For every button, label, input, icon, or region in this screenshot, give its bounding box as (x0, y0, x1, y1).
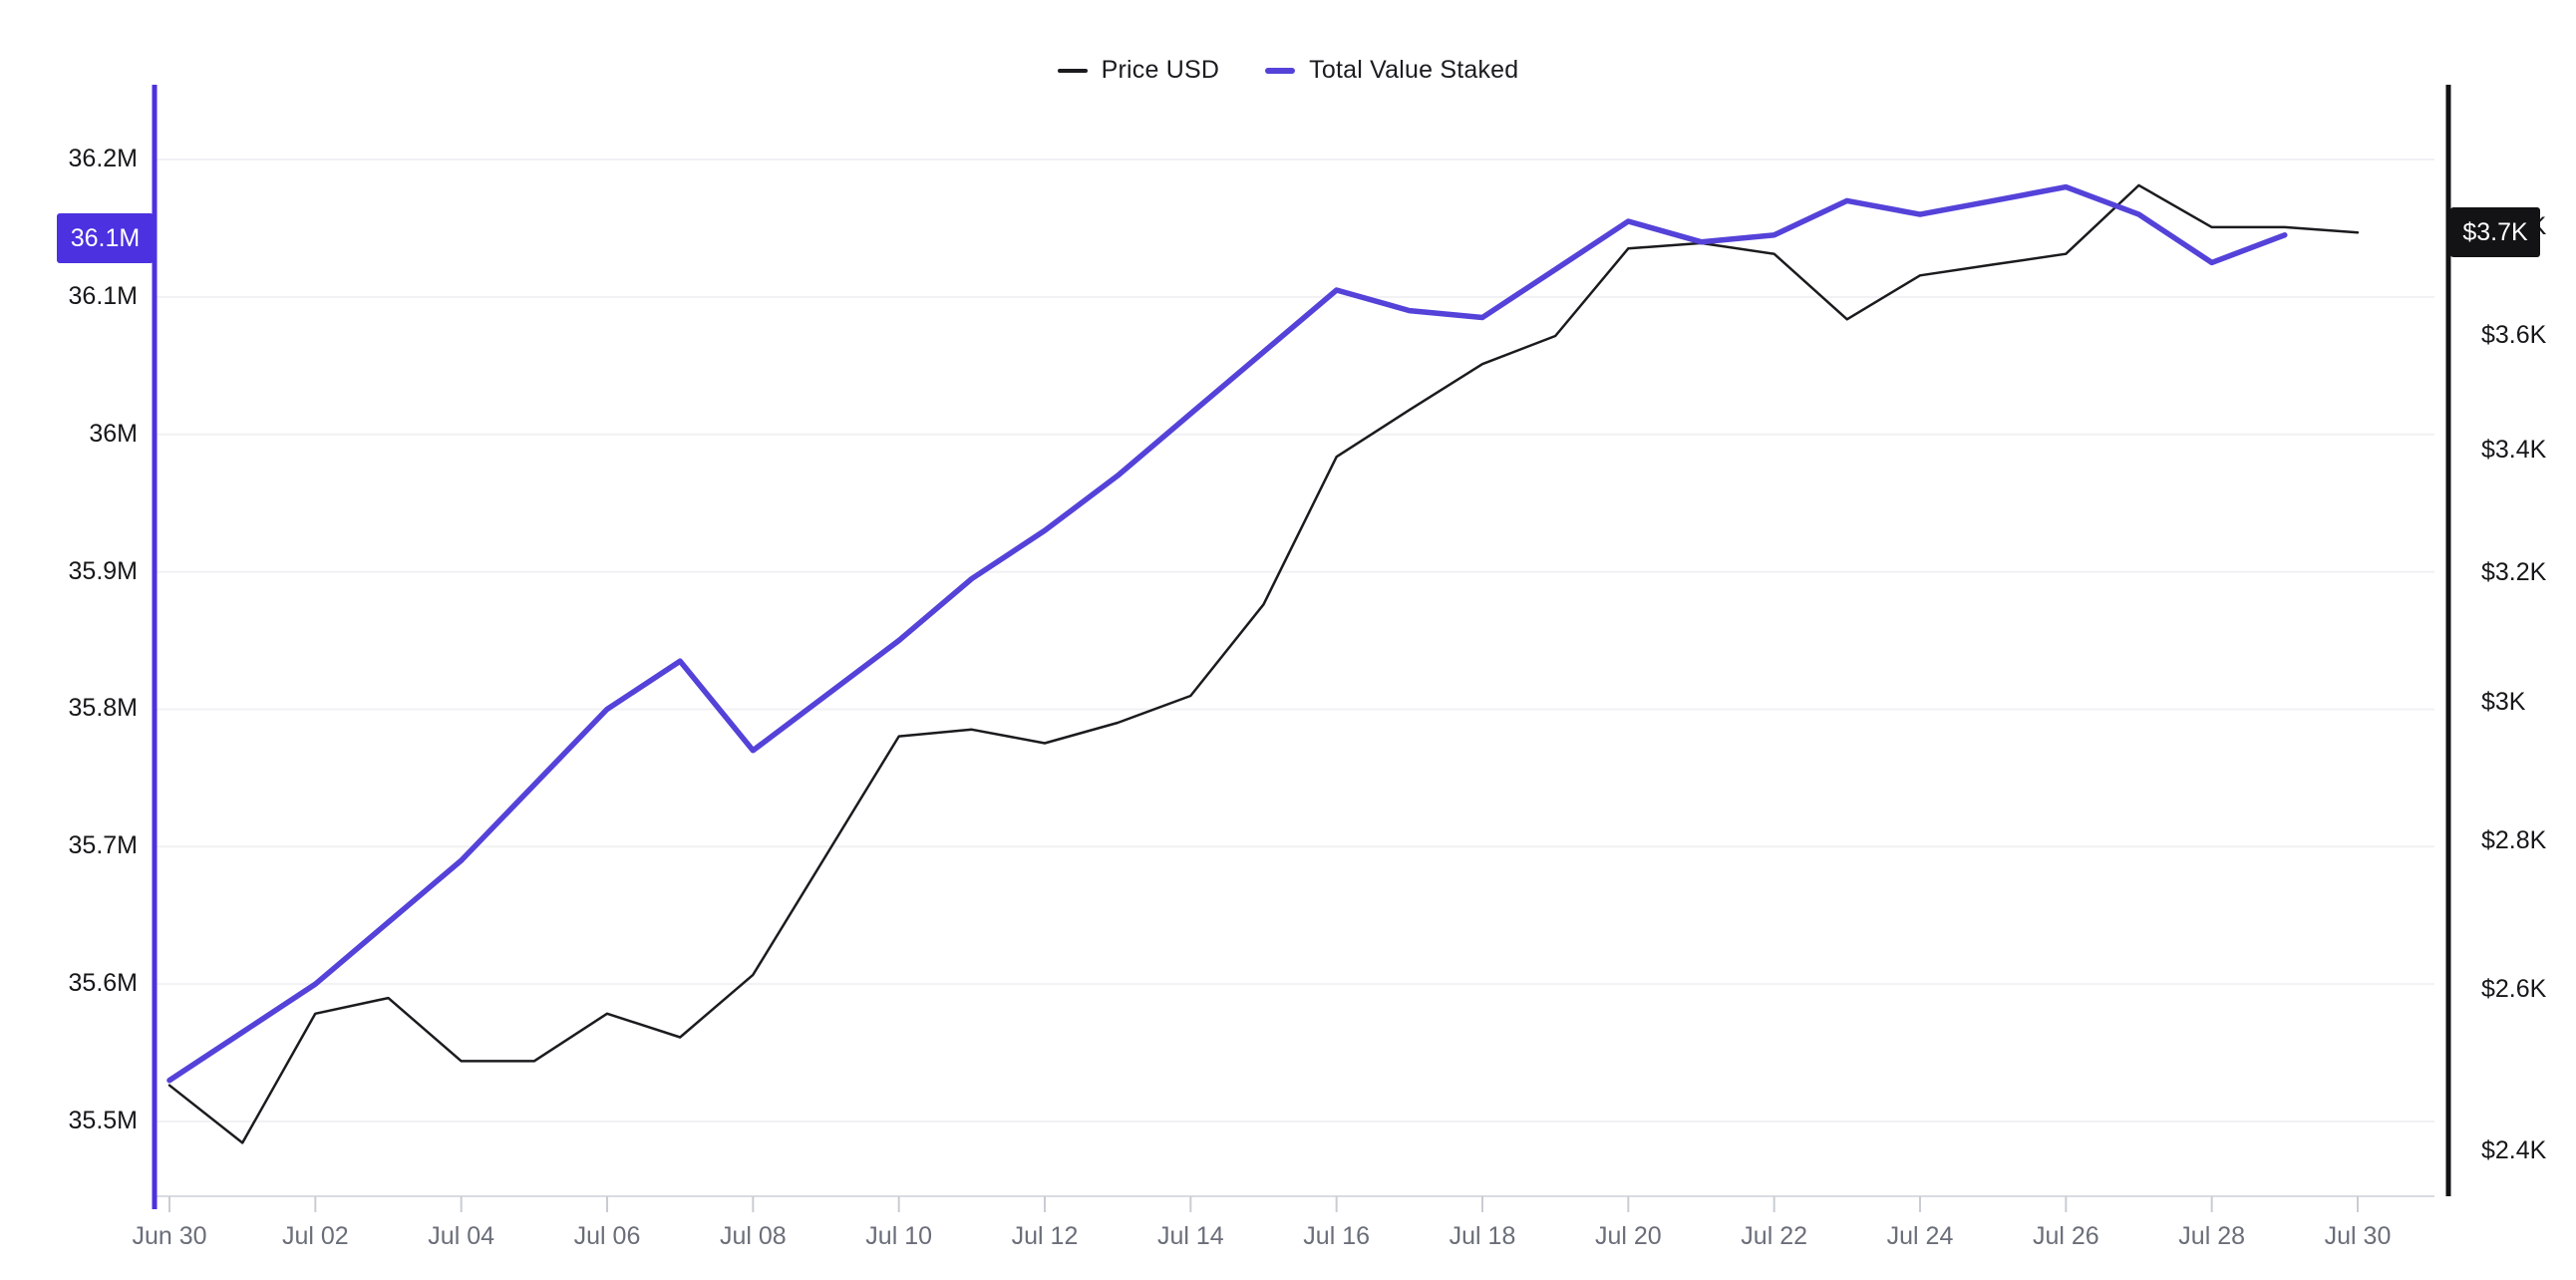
left-axis-current-badge: 36.1M (57, 213, 154, 263)
x-axis-tick-label: Jul 04 (428, 1222, 495, 1250)
left-axis-tick-label: 36.1M (68, 281, 138, 310)
left-axis-tick-label: 36.2M (68, 145, 138, 172)
legend-item-total-value-staked[interactable]: Total Value Staked (1265, 56, 1518, 85)
x-axis-tick-label: Jul 22 (1741, 1222, 1808, 1250)
left-axis-tick-label: 35.5M (68, 1107, 138, 1135)
right-axis-tick-label: $3.2K (2481, 557, 2547, 586)
x-axis-tick-label: Jul 08 (719, 1222, 787, 1250)
right-axis-tick-label: $2.6K (2481, 975, 2547, 1004)
x-axis-tick-label: Jun 30 (132, 1222, 207, 1250)
left-axis-tick-label: 36M (89, 419, 138, 448)
left-axis-tick-label: 35.6M (68, 969, 138, 998)
price-usd-line (167, 183, 2360, 1144)
left-axis-tick-label: 35.9M (68, 556, 138, 585)
right-axis-current-badge: $3.7K (2450, 207, 2540, 257)
x-axis-tick-label: Jul 12 (1011, 1222, 1079, 1250)
right-axis-tick-label: $2.8K (2481, 825, 2547, 854)
chart-legend: Price USD Total Value Staked (0, 56, 2576, 85)
legend-line-swatch-icon (1265, 67, 1296, 74)
x-axis-tick-label: Jul 28 (2178, 1222, 2246, 1250)
legend-item-label: Price USD (1101, 56, 1220, 84)
x-axis-tick-label: Jul 30 (2324, 1222, 2392, 1250)
right-axis-tick-label: $3.4K (2481, 436, 2547, 465)
legend-item-price-usd[interactable]: Price USD (1057, 56, 1220, 85)
x-axis-tick-label: Jul 02 (281, 1222, 349, 1250)
total-value-staked-line (166, 183, 2288, 1084)
right-axis-tick-label: $2.4K (2481, 1135, 2547, 1164)
x-axis-tick-label: Jul 20 (1594, 1222, 1662, 1250)
right-axis-tick-label: $3.6K (2481, 321, 2547, 349)
x-axis-tick-label: Jul 14 (1156, 1222, 1224, 1250)
legend-item-label: Total Value Staked (1309, 56, 1519, 84)
x-axis-tick-label: Jul 24 (1886, 1222, 1954, 1250)
x-axis-tick-label: Jul 16 (1303, 1222, 1371, 1250)
x-axis-tick-label: Jul 10 (865, 1222, 933, 1250)
x-axis-tick-label: Jul 06 (573, 1222, 641, 1250)
right-axis-tick-label: $3K (2481, 687, 2526, 716)
left-axis-tick-label: 35.7M (68, 831, 138, 860)
left-axis-tick-label: 35.8M (68, 694, 138, 723)
legend-line-swatch-icon (1057, 68, 1088, 73)
x-axis-tick-label: Jul 18 (1449, 1222, 1516, 1250)
x-axis-tick-label: Jul 26 (2032, 1222, 2099, 1250)
